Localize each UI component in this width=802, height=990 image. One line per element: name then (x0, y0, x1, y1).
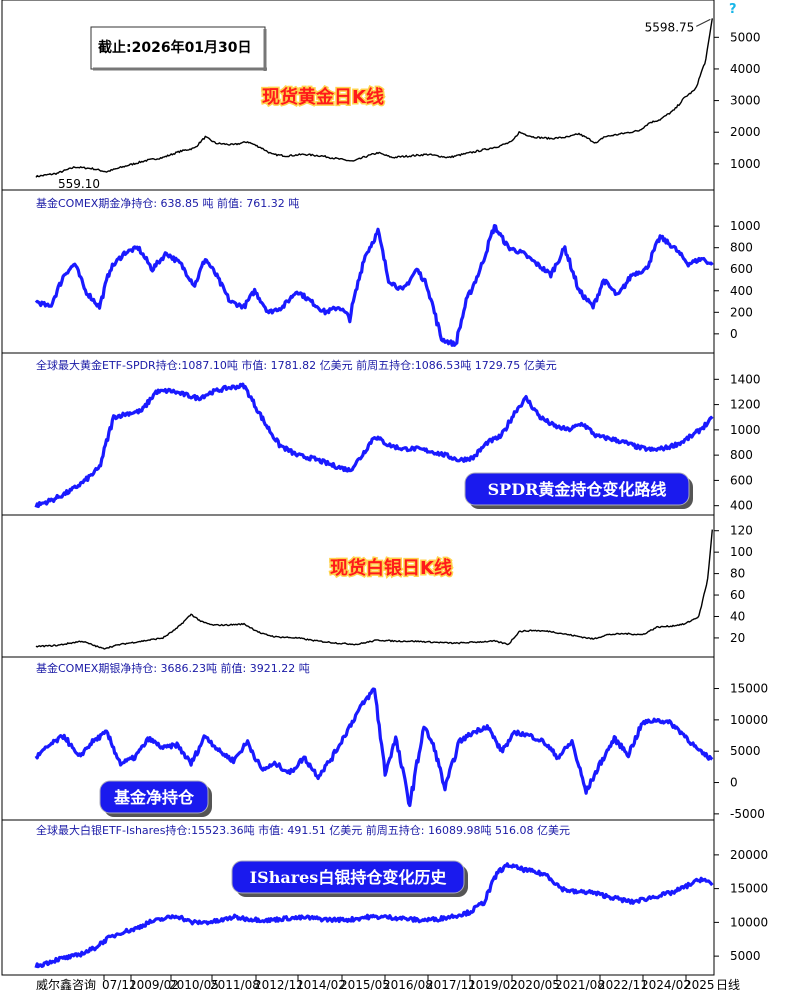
x-tick-label: 2021/08 (555, 978, 605, 990)
overlays-layer: 截止:2026年01月30日 ? (90, 2, 737, 71)
annotation-pill (464, 472, 690, 506)
y-tick-label: 0 (730, 327, 738, 341)
y-tick-label: 800 (730, 448, 753, 462)
y-tick-label: 20 (730, 631, 745, 645)
y-tick-label: 3000 (730, 94, 761, 108)
panel-annotation: 基金净持仓 (113, 788, 195, 807)
x-tick-label: 2017/11 (426, 978, 476, 990)
x-axis-suffix: 日线 (716, 978, 740, 990)
y-tick-label: 200 (730, 305, 753, 319)
panel-silver_spot_daily: 20 40 60 80 100 120 现货白银日K线 (1, 514, 753, 658)
panel-label: 基金COMEX期金净持仓: 638.85 吨 前值: 761.32 吨 (36, 196, 299, 210)
x-tick-label: 2011/08 (210, 978, 260, 990)
x-tick-label: 07/11 (102, 978, 137, 990)
high-label: 5598.75 (645, 20, 695, 34)
high-pointer (696, 18, 711, 27)
y-tick-label: 1000 (730, 157, 761, 171)
y-tick-label: 15000 (730, 882, 768, 896)
panel-label: 全球最大白银ETF-Ishares持仓:15523.36吨 市值: 491.51… (36, 823, 570, 837)
series-line-silver_comex_fund_net (34, 687, 714, 808)
x-tick-label: 2010/05 (169, 978, 219, 990)
date-box: 截止:2026年01月30日 (90, 26, 267, 71)
y-tick-label: 20000 (730, 848, 768, 862)
y-tick-label: 40 (730, 609, 745, 623)
y-tick-label: 100 (730, 545, 753, 559)
x-tick-label: 威尔鑫咨询 (36, 977, 96, 990)
series-line-gold_comex_fund_net (34, 224, 714, 347)
help-icon[interactable]: ? (729, 2, 737, 17)
y-tick-label: 5000 (730, 744, 761, 758)
y-tick-label: 15000 (730, 682, 768, 696)
x-tick-label: 2024/02 (641, 978, 691, 990)
panel-annotation: 现货白银日K线 (330, 557, 452, 579)
panel-annotation: 现货黄金日K线 (262, 86, 384, 108)
x-tick-label: 2015/05 (340, 978, 390, 990)
x-tick-label: 2022/11 (598, 978, 648, 990)
x-tick-label: 2025 (684, 978, 715, 990)
y-tick-label: 120 (730, 524, 753, 538)
series-line-gold_spot_daily (35, 18, 713, 178)
annotation-pill (231, 860, 465, 894)
panels-layer: 10002000300040005000现货黄金日K线5598.75559.10… (1, 0, 768, 976)
annotation-pill (99, 780, 209, 814)
series-line-silver_spot_daily (35, 529, 713, 650)
y-tick-label: 5000 (730, 949, 761, 963)
panel-annotation: IShares白银持仓变化历史 (250, 868, 448, 887)
y-tick-label: 400 (730, 499, 753, 513)
panel-gold_spot_daily: 1000 2000 3000 4000 5000 现货黄金日K线 5598.75 559.10 (1, 0, 761, 191)
panel-gold_comex_fund_net: 0 200 400 600 800 1000 基金COMEX期金净持仓: 638.85 吨 … (1, 189, 761, 354)
y-tick-label: 1400 (730, 372, 761, 386)
series-line-silver_etf_ishares (34, 862, 714, 969)
date-box-frame (90, 26, 266, 70)
y-tick-label: 80 (730, 567, 745, 581)
panel-annotation: SPDR黄金持仓变化路线 (488, 480, 667, 499)
series-line-gold_etf_spdr (34, 382, 714, 508)
x-tick-label: 2020/05 (510, 978, 560, 990)
x-tick-label: 2009/02 (129, 978, 179, 990)
y-tick-label: 4000 (730, 62, 761, 76)
y-tick-label: 2000 (730, 125, 761, 139)
panel-label: 基金COMEX期银净持仓: 3686.23吨 前值: 3921.22 吨 (36, 661, 310, 675)
y-tick-label: 1200 (730, 398, 761, 412)
y-tick-label: -5000 (730, 807, 765, 821)
x-tick-label: 2016/08 (383, 978, 433, 990)
y-tick-label: 400 (730, 284, 753, 298)
x-axis: 威尔鑫咨询 07/112009/022010/052011/082012/1120… (2, 974, 740, 990)
y-tick-label: 10000 (730, 713, 768, 727)
y-tick-label: 600 (730, 262, 753, 276)
x-tick-label: 2019/02 (468, 978, 518, 990)
date-label: 截止:2026年01月30日 (98, 39, 252, 56)
y-tick-label: 600 (730, 473, 753, 487)
panel-label: 全球最大黄金ETF-SPDR持仓:1087.10吨 市值: 1781.82 亿美… (36, 358, 557, 372)
y-tick-label: 1000 (730, 423, 761, 437)
y-tick-label: 0 (730, 776, 738, 790)
x-tick-label: 2012/11 (254, 978, 304, 990)
y-tick-label: 800 (730, 241, 753, 255)
x-tick-label: 2014/02 (296, 978, 346, 990)
y-tick-label: 1000 (730, 219, 761, 233)
panel-gold_etf_spdr: 400 600 800 1000 1200 1400 全球最大黄金ETF-SPDR持仓:10… (1, 352, 761, 516)
low-label: 559.10 (58, 177, 100, 191)
y-tick-label: 5000 (730, 30, 761, 44)
panel-silver_etf_ishares: 5000 10000 15000 20000 全球最大白银ETF-Ishares持仓:1… (1, 819, 768, 976)
y-tick-label: 60 (730, 588, 745, 602)
y-tick-label: 10000 (730, 915, 768, 929)
